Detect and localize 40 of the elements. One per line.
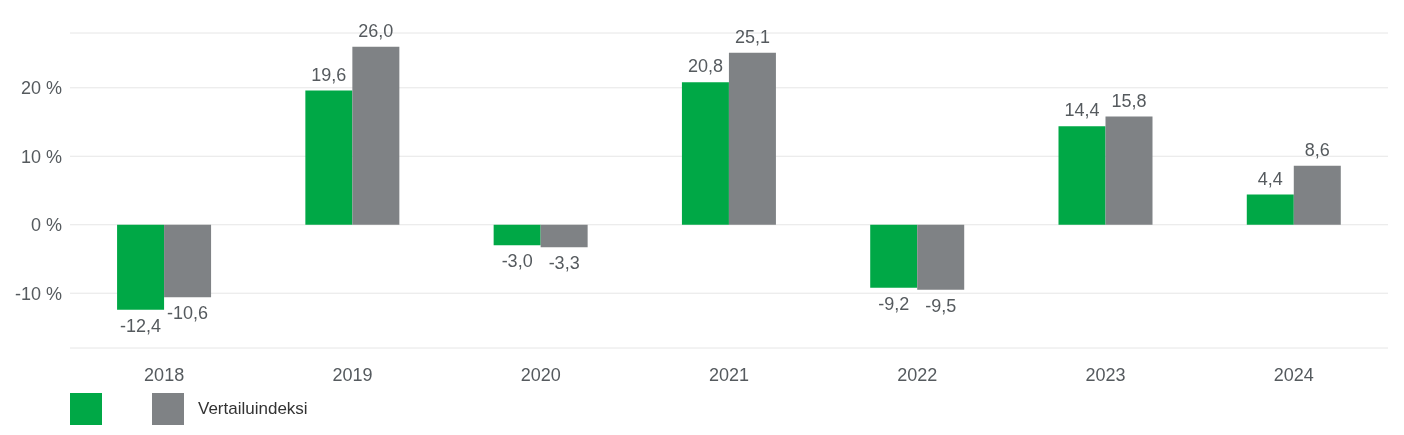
bar [117,224,165,310]
x-tick-label: 2018 [144,364,185,385]
bar [164,224,212,298]
x-tick-label: 2023 [1085,364,1126,385]
data-label: 8,6 [1304,139,1330,160]
bar [305,90,353,225]
bar [870,224,918,288]
x-tick-label: 2019 [332,364,373,385]
data-label: 19,6 [311,64,347,85]
x-tick-label: 2022 [897,364,938,385]
x-tick-label: 2021 [708,364,750,385]
data-label: -3,0 [501,251,533,272]
bar [1105,116,1153,225]
data-label: 4,4 [1257,168,1283,189]
data-label: -9,5 [925,295,957,316]
y-tick-label: -10 % [14,283,62,304]
data-label: 25,1 [734,26,770,47]
bar [540,224,588,248]
data-label: 14,4 [1064,100,1100,121]
bar [681,82,729,225]
y-tick-label: 20 % [20,78,62,99]
y-tick-label: 0 % [30,215,62,236]
bar [352,46,400,225]
x-tick-label: 2020 [520,364,561,385]
bar [1293,165,1341,225]
data-label: -10,6 [167,303,209,324]
bar [493,224,541,246]
legend-label: Vertailuindeksi [198,399,308,419]
data-label: -9,2 [878,293,910,314]
data-label: -12,4 [120,315,162,336]
y-tick-label: 10 % [20,146,62,167]
x-tick-label: 2024 [1273,364,1314,385]
data-label: 20,8 [687,56,723,77]
data-label: 26,0 [358,20,394,41]
bar [1246,194,1294,225]
bar [1058,126,1106,225]
bar [917,224,965,290]
bar [728,52,776,225]
data-label: 15,8 [1111,90,1147,111]
data-label: -3,3 [548,253,580,274]
